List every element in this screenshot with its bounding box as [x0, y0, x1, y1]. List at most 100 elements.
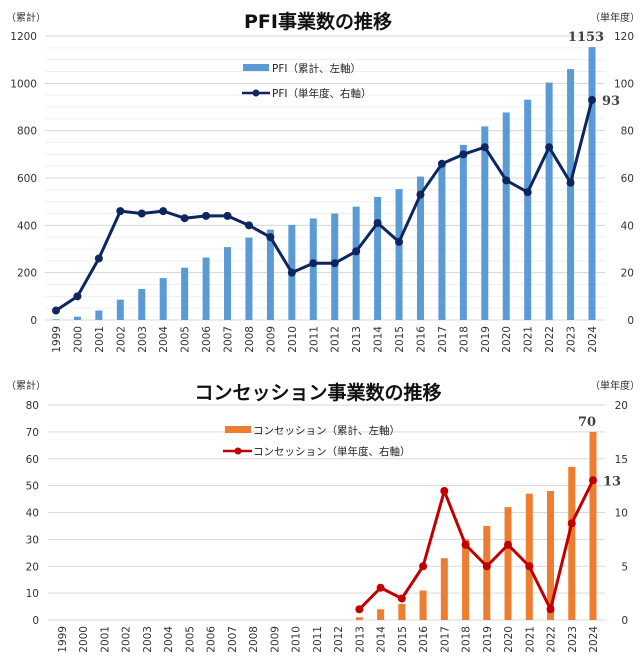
left-tick-label: 40 — [26, 508, 39, 520]
left-tick-label: 0 — [32, 615, 39, 627]
pfi-chart: PFI事業数の推移 （累計） （単年度） 0200400600800100012… — [6, 10, 640, 353]
line-point — [419, 562, 428, 571]
line-point — [461, 540, 470, 549]
bar — [483, 525, 491, 620]
series-line — [55, 99, 594, 312]
right-tick-label: 40 — [621, 220, 634, 232]
x-tick-label: 2000 — [72, 326, 84, 353]
bar — [567, 69, 575, 320]
x-tick-label: 2006 — [206, 626, 218, 653]
bar — [138, 288, 146, 320]
legend-swatch-bar — [225, 426, 251, 433]
left-tick-label: 60 — [26, 454, 39, 466]
bar — [524, 99, 532, 320]
bar — [547, 491, 555, 620]
line-point — [523, 188, 532, 197]
line-point — [397, 594, 406, 603]
x-tick-label: 2001 — [94, 326, 106, 353]
line-point — [480, 143, 489, 152]
bar — [416, 176, 424, 320]
line-point — [545, 143, 554, 152]
left-axis-unit: （累計） — [6, 379, 46, 392]
bar — [266, 229, 274, 320]
bar — [245, 237, 253, 320]
x-tick-label: 2012 — [330, 326, 342, 353]
bar — [502, 112, 510, 321]
line-point — [355, 605, 364, 614]
x-tick-label: 2000 — [78, 626, 90, 653]
left-tick-label: 1200 — [10, 31, 37, 43]
line-point — [202, 211, 211, 220]
x-tick-label: 2014 — [373, 326, 385, 353]
line-point — [116, 207, 125, 216]
bar — [459, 144, 467, 320]
line-point — [309, 259, 318, 268]
bar — [462, 539, 470, 620]
left-tick-label: 70 — [26, 427, 39, 439]
bar-data-label: 1153 — [568, 30, 604, 45]
line-data-label: 93 — [602, 94, 620, 109]
legend-label-line: コンセッション（単年度、右軸） — [253, 445, 411, 458]
line-point — [352, 247, 361, 256]
bar — [525, 493, 533, 620]
line-point — [459, 150, 468, 159]
right-tick-label: 60 — [621, 173, 634, 185]
bar — [202, 257, 210, 320]
x-tick-label: 2021 — [524, 626, 536, 653]
x-tick-label: 2013 — [354, 626, 366, 653]
x-tick-label: 2020 — [503, 626, 515, 653]
line-point — [73, 292, 82, 301]
legend: PFI（累計、左軸） PFI（単年度、右軸） — [242, 62, 371, 100]
left-tick-label: 0 — [30, 315, 37, 327]
bar — [181, 267, 189, 320]
x-tick-label: 2016 — [418, 626, 430, 653]
line-point — [567, 519, 576, 528]
x-tick-label: 2013 — [351, 326, 363, 353]
series-line — [358, 479, 595, 611]
left-tick-label: 200 — [17, 268, 37, 280]
right-tick-label: 10 — [615, 508, 628, 520]
line-point — [416, 190, 425, 199]
x-tick-label: 2011 — [312, 626, 324, 653]
left-tick-label: 1000 — [10, 78, 37, 90]
bar — [309, 218, 317, 320]
line-point — [395, 237, 404, 246]
x-tick-label: 2003 — [137, 326, 149, 353]
x-tick-label: 2010 — [291, 626, 303, 653]
bar — [504, 507, 512, 620]
x-tick-label: 2017 — [439, 626, 451, 653]
x-tick-label: 2010 — [287, 326, 299, 353]
legend-swatch-bar — [243, 64, 269, 71]
bar — [588, 47, 596, 321]
x-tick-label: 2012 — [333, 626, 345, 653]
x-tick-label: 2015 — [397, 626, 409, 653]
x-tick-label: 2023 — [566, 326, 578, 353]
left-tick-label: 600 — [17, 173, 37, 185]
line-point — [440, 487, 449, 495]
x-tick-label: 2018 — [461, 626, 473, 653]
legend-label-bar: コンセッション（累計、左軸） — [253, 424, 400, 437]
x-tick-label: 2001 — [99, 626, 111, 653]
x-tick-label: 2021 — [523, 326, 535, 353]
line-point — [437, 159, 446, 168]
x-tick-label: 2015 — [394, 326, 406, 353]
right-tick-label: 20 — [615, 400, 628, 412]
x-tick-label: 2018 — [458, 326, 470, 353]
x-tick-label: 2017 — [437, 326, 449, 353]
x-tick-label: 1999 — [51, 326, 63, 353]
x-tick-label: 2011 — [308, 326, 320, 353]
x-tick-label: 2019 — [480, 326, 492, 353]
line-point — [330, 259, 339, 268]
right-tick-label: 20 — [621, 268, 634, 280]
bar — [73, 316, 81, 320]
line-point — [482, 562, 491, 571]
right-tick-label: 5 — [621, 561, 628, 573]
x-tick-label: 2007 — [227, 626, 239, 653]
bar — [419, 590, 427, 620]
left-tick-label: 50 — [26, 481, 39, 493]
line-point — [287, 268, 296, 277]
bar — [95, 310, 103, 320]
bar — [224, 247, 232, 320]
line-point — [223, 211, 232, 220]
line-point — [94, 254, 103, 263]
